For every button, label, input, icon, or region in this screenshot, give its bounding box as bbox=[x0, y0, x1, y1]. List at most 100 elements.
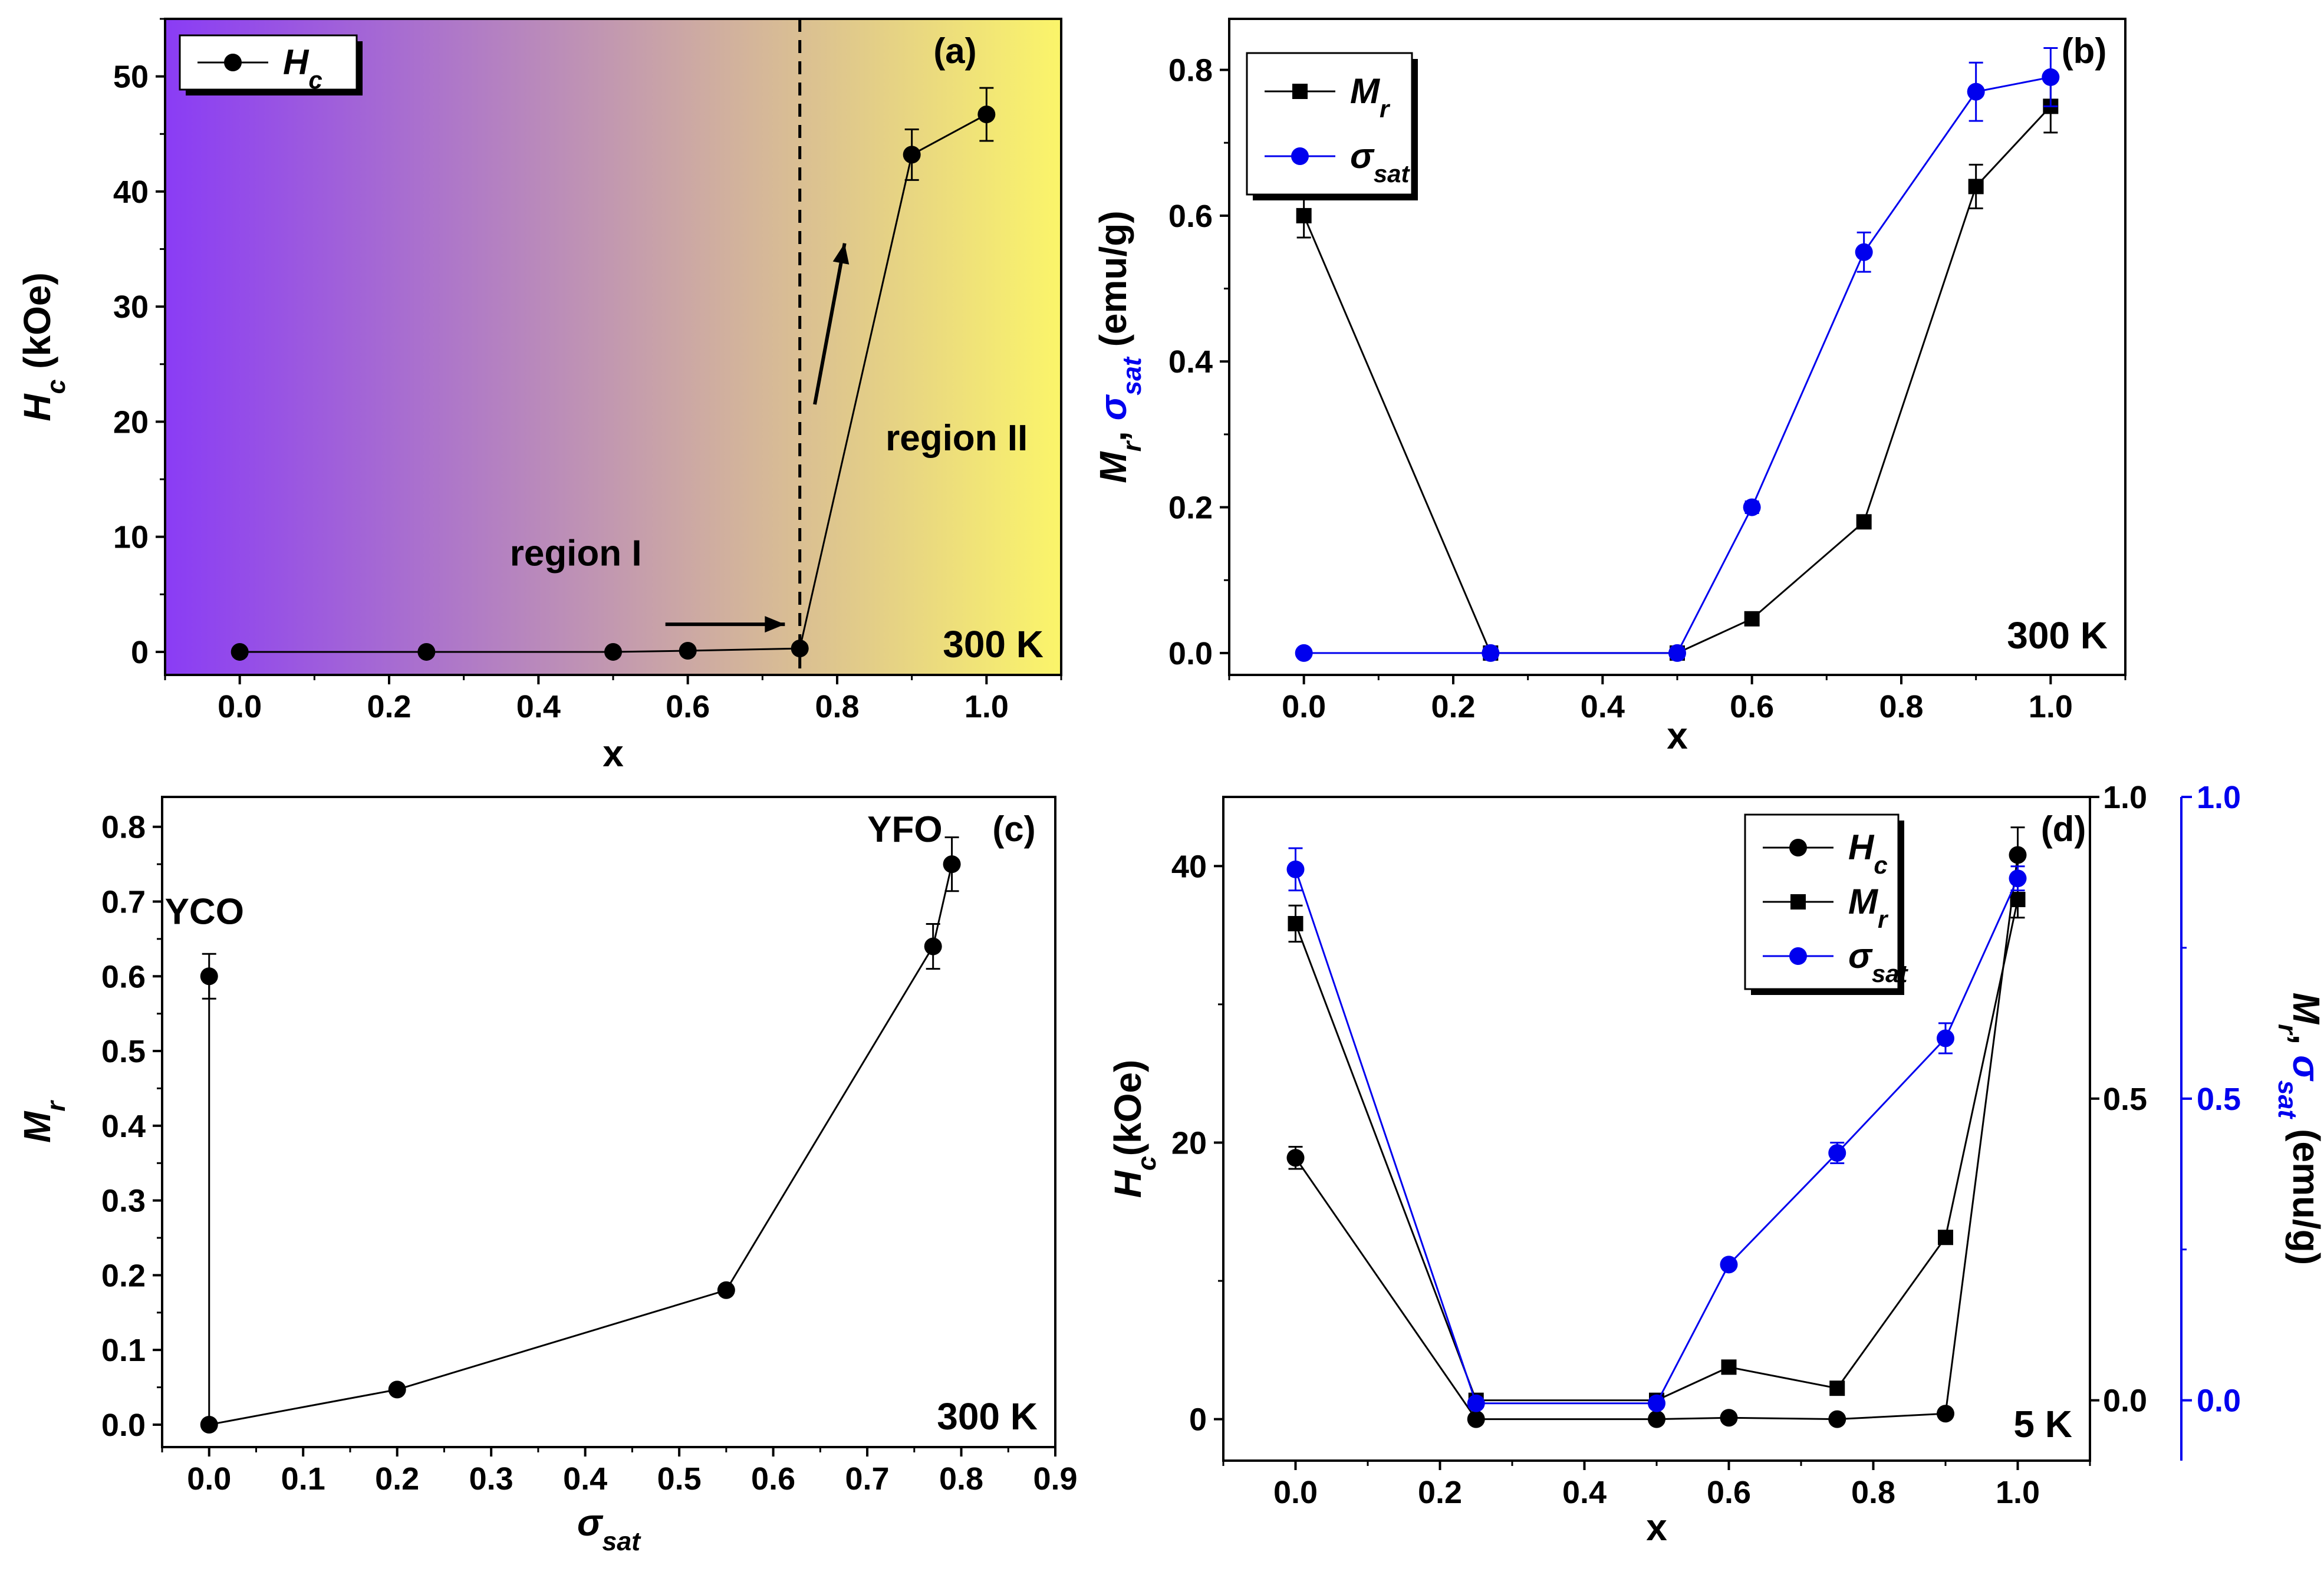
sigma-sat-point bbox=[1743, 498, 1761, 516]
y-tick-label: 0.4 bbox=[101, 1109, 146, 1144]
panel-b: 0.0 0.2 0.4 0.6 0.8 1.0 0.0 0.2 0.4 0.6 0.8 (b) 300 … bbox=[1092, 18, 2127, 757]
legend-label-part-0: σ bbox=[1350, 136, 1375, 176]
y-axis-title-part-0: M bbox=[1092, 451, 1134, 483]
legend-marker bbox=[1291, 147, 1309, 165]
compound-label: YCO bbox=[165, 892, 244, 933]
hc-point bbox=[1720, 1409, 1738, 1427]
x-tick-label: 1.0 bbox=[2029, 689, 2073, 724]
legend-label-part-0: M bbox=[1350, 71, 1381, 111]
hc-point bbox=[679, 641, 697, 660]
legend-marker bbox=[1790, 894, 1806, 910]
legend-label-part-0: M bbox=[1848, 882, 1879, 921]
x-tick-label: 0.8 bbox=[1879, 689, 1923, 724]
mr-point bbox=[1938, 1230, 1953, 1245]
trend-arrow-head bbox=[832, 243, 850, 265]
x-tick-label: 0.9 bbox=[1033, 1461, 1077, 1497]
legend-label-part-0: H bbox=[283, 42, 310, 82]
x-tick-label: 0.8 bbox=[815, 689, 859, 724]
hc-point bbox=[1937, 1405, 1954, 1423]
compound-label: YFO bbox=[867, 809, 942, 850]
legend-label-sub-0: c bbox=[1874, 851, 1887, 879]
y-tick-label: 0.6 bbox=[101, 959, 146, 994]
y2-tick-label: 0.0 bbox=[2103, 1383, 2147, 1419]
y-tick-label: 0 bbox=[1189, 1402, 1207, 1438]
y-tick-label: 0.0 bbox=[1168, 636, 1213, 671]
x-tick-label: 0.2 bbox=[1418, 1475, 1462, 1510]
legend-label-sub-0: c bbox=[308, 66, 322, 94]
x-tick-label: 0.6 bbox=[1707, 1475, 1751, 1510]
hc-series bbox=[231, 87, 996, 661]
temperature-label: 300 K bbox=[943, 623, 1044, 665]
y-axis-title-sub-2: sat bbox=[1117, 356, 1147, 396]
x-axis-title-part-0: σ bbox=[577, 1501, 604, 1544]
legend-label-part-0: H bbox=[1848, 828, 1875, 867]
legend-label: Hc bbox=[1848, 828, 1888, 879]
mr-point bbox=[2010, 892, 2026, 908]
legend-label: σsat bbox=[1350, 136, 1411, 187]
sigma-sat-point bbox=[1855, 243, 1873, 261]
x-tick-label: 0.7 bbox=[845, 1461, 890, 1497]
y-axis-title-part-0: H bbox=[16, 393, 58, 421]
mr-point bbox=[1829, 1380, 1845, 1396]
x-tick-label: 1.0 bbox=[1996, 1475, 2040, 1510]
x-tick-label: 0.0 bbox=[187, 1461, 231, 1497]
x-tick-label: 0.4 bbox=[1562, 1475, 1607, 1510]
y2-tick-label: 1.0 bbox=[2103, 780, 2147, 815]
hc-point bbox=[977, 106, 996, 124]
legend-label-sub-0: r bbox=[1878, 905, 1889, 933]
y-tick-label: 20 bbox=[113, 404, 149, 440]
sigma-sat-series bbox=[1286, 847, 2027, 1412]
x-tick-label: 0.2 bbox=[375, 1461, 419, 1497]
panel-d: 0.0 0.2 0.4 0.6 0.8 1.0 0 20 40 0.0 0.5 1.0 0.0 0.5 1.… bbox=[1107, 780, 2324, 1548]
y-axis-title-part-2: σ bbox=[1092, 394, 1134, 420]
x-axis-title: x bbox=[1667, 714, 1688, 757]
legend-label-part-0: σ bbox=[1848, 936, 1873, 976]
y2-axis-title-sub-2: sat bbox=[2273, 1080, 2302, 1120]
hc-point bbox=[604, 642, 622, 661]
y-axis-title-part-3: (emu/g) bbox=[1092, 210, 1134, 357]
sigma-sat-point bbox=[1482, 644, 1500, 662]
y-axis-title-part-0: M bbox=[16, 1111, 58, 1143]
y-tick-label: 50 bbox=[113, 60, 149, 95]
y2-tick-label: 0.5 bbox=[2103, 1082, 2147, 1117]
region-label: region I bbox=[510, 533, 642, 574]
trend-arrow bbox=[813, 243, 847, 405]
x-tick-label: 0.3 bbox=[469, 1461, 513, 1497]
y2-axis-title-part-0: M bbox=[2285, 993, 2324, 1025]
mr-point bbox=[1856, 514, 1872, 530]
y-tick-label: 40 bbox=[1171, 849, 1207, 884]
y-tick-label: 0.4 bbox=[1168, 344, 1213, 380]
sigma-sat-series bbox=[1295, 47, 2060, 662]
sigma-sat-point bbox=[1648, 1394, 1665, 1412]
x-tick-label: 0.4 bbox=[563, 1461, 607, 1497]
legend-label: Mr bbox=[1848, 882, 1889, 933]
hc-point bbox=[1467, 1410, 1485, 1428]
x-tick-label: 0.6 bbox=[1730, 689, 1774, 724]
mr-vs-sigma-point bbox=[924, 937, 942, 955]
y-tick-label: 40 bbox=[113, 174, 149, 210]
hc-point bbox=[791, 640, 809, 658]
y2-axis-title-part-3: (emu/g) bbox=[2285, 1118, 2324, 1265]
y-tick-label: 0.7 bbox=[101, 884, 146, 920]
sigma-sat-point bbox=[1668, 644, 1686, 662]
sigma-sat-point bbox=[2009, 869, 2027, 888]
x-tick-label: 0.0 bbox=[1273, 1475, 1318, 1510]
y-axis-title: Hc(kOe) bbox=[1107, 1060, 1161, 1198]
legend-marker bbox=[1789, 947, 1807, 965]
y-axis-title: Mr bbox=[16, 1100, 71, 1143]
y2-blue-tick-label: 0.0 bbox=[2197, 1383, 2241, 1419]
mr-vs-sigma-point bbox=[200, 1415, 218, 1434]
mr-point bbox=[1721, 1359, 1737, 1375]
x-tick-label: 0.4 bbox=[1581, 689, 1625, 724]
x-axis-title: σsat bbox=[577, 1501, 641, 1556]
y2-blue-tick-label: 0.5 bbox=[2197, 1082, 2241, 1117]
x-tick-label: 0.8 bbox=[1851, 1475, 1895, 1510]
y-tick-label: 20 bbox=[1171, 1125, 1207, 1161]
mr-vs-sigma-point bbox=[717, 1281, 735, 1299]
y-axis-title-sub-0: c bbox=[1132, 1156, 1161, 1171]
hc-point bbox=[417, 642, 436, 661]
y2-blue-tick-label: 1.0 bbox=[2197, 780, 2241, 815]
y-axis-title-part-1: (kOe) bbox=[16, 272, 58, 379]
panel-label: (c) bbox=[992, 809, 1035, 849]
